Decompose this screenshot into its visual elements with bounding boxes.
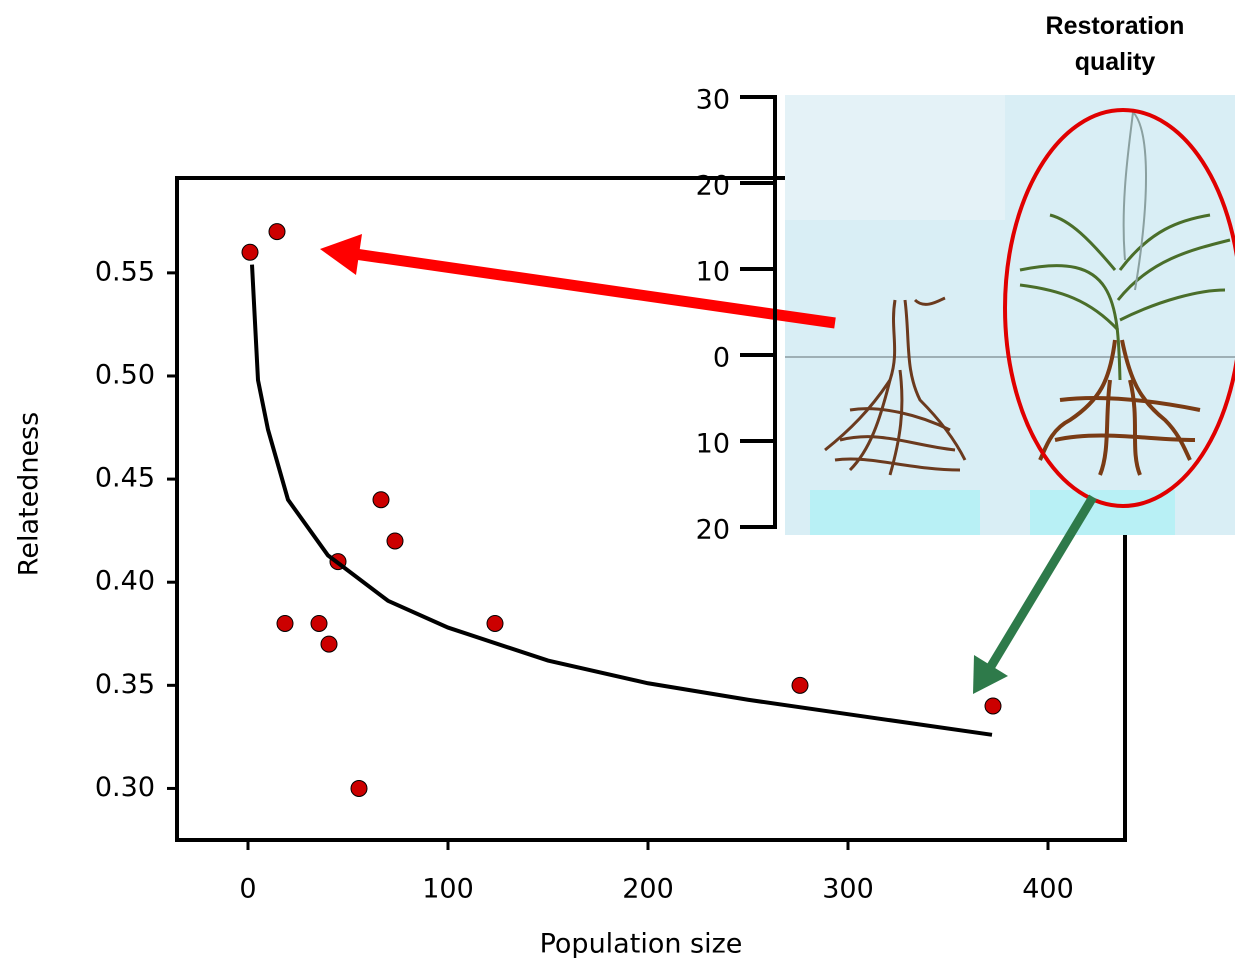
- fit-line: [250, 264, 993, 737]
- x-tick-label: 300: [822, 874, 874, 905]
- data-point: [350, 779, 368, 797]
- inset-axis: 20 10 0 10 20 30: [696, 85, 777, 546]
- y-tick-label: 0.35: [95, 669, 155, 700]
- x-tick-label: 400: [1022, 874, 1074, 905]
- photo-panel: [785, 95, 1005, 220]
- data-point: [372, 491, 390, 509]
- x-tick-label: 200: [622, 874, 674, 905]
- photo-tag: [810, 490, 980, 535]
- inset-tick-label: 30: [696, 85, 730, 116]
- data-point: [276, 614, 294, 632]
- inset-tick-label: 10: [696, 429, 730, 460]
- data-point: [486, 614, 504, 632]
- small-plant-roots: [824, 296, 967, 476]
- data-point: [268, 223, 286, 241]
- large-plant-roots: [1038, 339, 1201, 476]
- inset-title: Restoration quality: [1045, 12, 1185, 76]
- arrow-head: [320, 234, 362, 275]
- x-tick-label: 100: [422, 874, 474, 905]
- y-axis-label: Relatedness: [14, 412, 45, 576]
- y-tick-label: 0.45: [95, 463, 155, 494]
- arrow-shaft: [354, 248, 836, 329]
- plot-layer: 0.300.350.400.450.500.550 100 200 300 400Pop…: [14, 176, 1127, 960]
- red-arrow: [320, 234, 836, 329]
- plant-photo: [785, 95, 1235, 535]
- data-point: [241, 243, 259, 261]
- large-plant-leaves: [1019, 213, 1231, 381]
- data-point: [310, 614, 328, 632]
- inset-tick-label: 20: [696, 171, 730, 202]
- data-point: [320, 635, 338, 653]
- arrow-head: [973, 655, 1008, 694]
- x-axis-label: Population size: [540, 929, 743, 960]
- highlight-ellipse: [1003, 108, 1235, 508]
- photo-tag: [1030, 490, 1175, 535]
- y-tick-label: 0.50: [95, 359, 155, 390]
- inset-tick-label: 20: [696, 515, 730, 546]
- arrow-shaft: [986, 494, 1097, 671]
- data-point: [791, 676, 809, 694]
- x-tick-label: 0: [239, 874, 256, 905]
- inset-tick-label: 10: [696, 257, 730, 288]
- inset-tick-label: 0: [713, 343, 730, 374]
- y-tick-label: 0.55: [95, 256, 155, 287]
- green-arrow: [973, 494, 1097, 694]
- data-point: [984, 697, 1002, 715]
- data-point: [386, 532, 404, 550]
- y-tick-label: 0.40: [95, 566, 155, 597]
- y-tick-label: 0.30: [95, 772, 155, 803]
